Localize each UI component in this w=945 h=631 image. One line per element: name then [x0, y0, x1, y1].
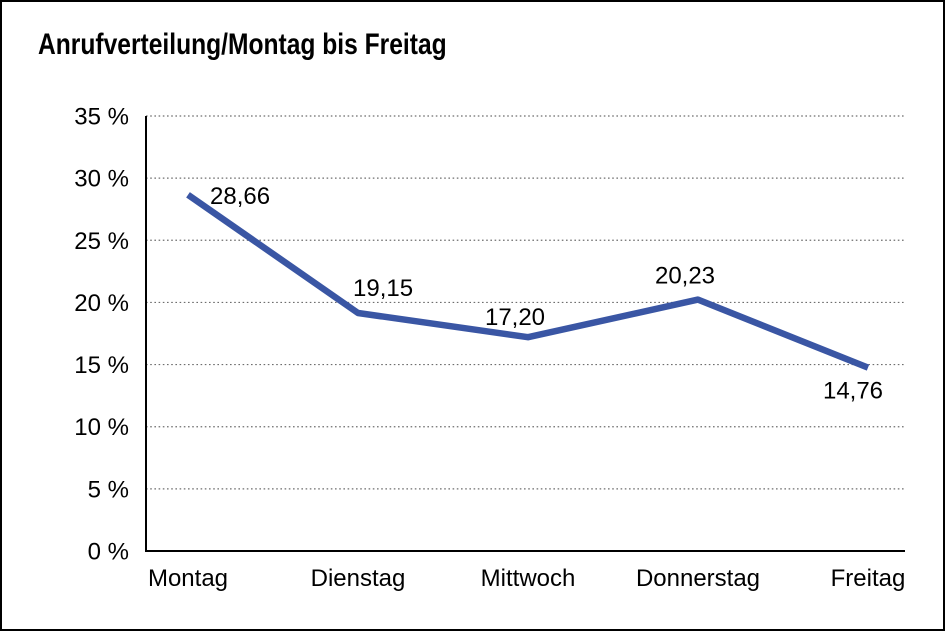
chart-title: Anrufverteilung/Montag bis Freitag [38, 28, 447, 61]
y-tick-label: 20 % [74, 290, 129, 317]
x-tick-label: Dienstag [311, 565, 406, 592]
x-tick-label: Donnerstag [636, 565, 760, 592]
y-tick-label: 35 % [74, 104, 129, 131]
y-tick-label: 10 % [74, 414, 129, 441]
data-label: 14,76 [823, 378, 883, 405]
data-label: 20,23 [655, 263, 715, 290]
data-line [186, 192, 870, 371]
data-label: 17,20 [485, 304, 545, 331]
x-tick-label: Mittwoch [481, 565, 576, 592]
x-tick-label: Freitag [831, 565, 906, 592]
y-tick-label: 5 % [88, 476, 129, 503]
y-tick-label: 30 % [74, 166, 129, 193]
data-label: 19,15 [353, 275, 413, 302]
y-tick-label: 0 % [88, 539, 129, 566]
y-tick-label: 25 % [74, 228, 129, 255]
x-tick-label: Montag [148, 565, 228, 592]
data-label: 28,66 [210, 183, 270, 210]
y-tick-label: 15 % [74, 352, 129, 379]
